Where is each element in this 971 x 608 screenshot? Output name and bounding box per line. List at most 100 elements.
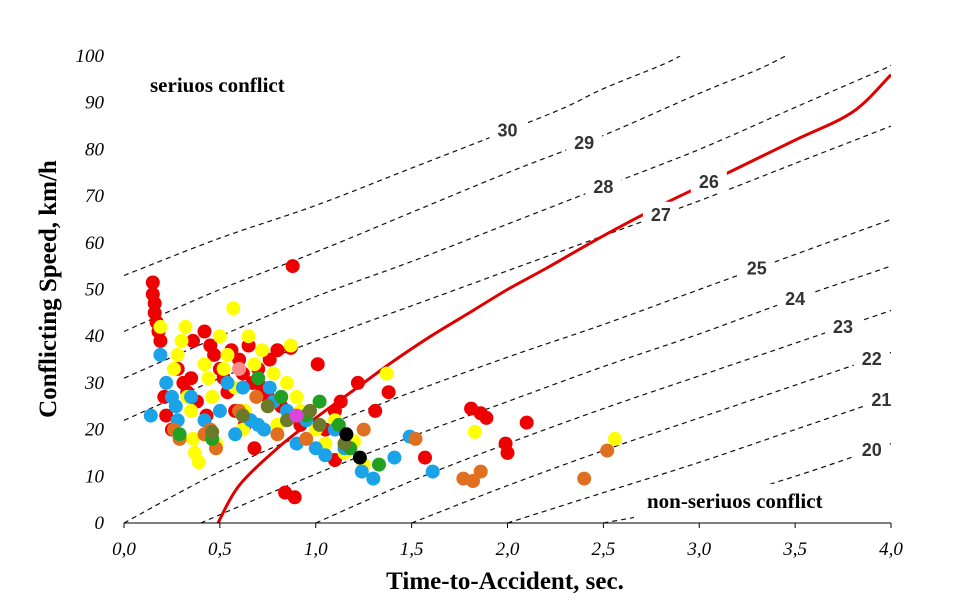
point-blue-14 [257, 422, 271, 437]
point-red-56 [500, 445, 515, 460]
point-blue-6 [184, 389, 199, 404]
point-red-43 [310, 357, 325, 372]
point-green-2 [251, 371, 266, 386]
ttc-label-bg-28 [585, 173, 622, 198]
point-yellow-15 [216, 361, 231, 376]
ttc-label-29: 29 [574, 133, 594, 153]
y-tick-label-8: 80 [85, 139, 105, 160]
point-magenta-0 [289, 408, 304, 423]
point-green-6 [331, 417, 346, 432]
point-red-14 [186, 333, 200, 348]
point-green-3 [274, 389, 289, 404]
ttc-label-bg-21 [863, 387, 900, 412]
point-red-50 [381, 385, 396, 400]
point-red-0 [145, 275, 160, 290]
ttc-label-bg-23 [825, 313, 862, 338]
ttc-contour-21 [507, 396, 891, 523]
point-blue-26 [387, 450, 402, 465]
point-yellow-27 [280, 375, 294, 390]
y-tick-label-5: 50 [85, 280, 105, 301]
point-olive-1 [235, 408, 250, 423]
point-yellow-11 [201, 371, 216, 386]
ttc-label-22: 22 [862, 349, 882, 369]
point-red-49 [368, 403, 383, 418]
point-yellow-23 [255, 343, 270, 358]
ttc-contour-labels: 30 29 28 27 25 24 23 22 21 20 26 [489, 117, 900, 462]
ttc-label-24: 24 [785, 289, 805, 309]
point-olive-0 [205, 424, 220, 439]
point-yellow-14 [212, 329, 227, 344]
ttc-label-25: 25 [747, 258, 767, 278]
point-blue-15 [262, 380, 277, 395]
x-tick-label-3: 1,5 [400, 539, 424, 560]
ttc-label-20: 20 [862, 440, 882, 460]
point-orange-10 [408, 431, 423, 446]
ttc-label-bg-20 [853, 437, 890, 462]
ttc-label-bg-29 [566, 129, 603, 154]
ttc-label-bg-22 [853, 346, 890, 371]
y-tick-label-3: 30 [84, 373, 105, 394]
point-yellow-3 [174, 333, 189, 348]
point-blue-21 [318, 448, 333, 463]
ttc-contour-25 [124, 218, 891, 523]
x-tick-label-5: 2,5 [592, 539, 616, 560]
point-blue-2 [159, 375, 174, 390]
point-blue-8 [212, 403, 227, 418]
point-red-13 [184, 371, 199, 386]
point-yellow-10 [197, 357, 212, 372]
non-serious-region-label: non-seriuos conflict [634, 484, 884, 518]
x-tick-label-1: 0,5 [208, 539, 232, 560]
point-green-8 [372, 457, 386, 472]
point-blue-4 [168, 399, 183, 414]
threshold-label: 26 [699, 172, 719, 192]
point-red-34 [262, 352, 277, 367]
x-axis-ticks: 0,0 0,5 1,0 1,5 2,0 2,5 3,0 3,5 4,0 [112, 523, 903, 560]
point-yellow-37 [379, 366, 394, 381]
x-axis-title: Time-to-Accident, sec. [386, 568, 624, 595]
point-red-48 [350, 375, 365, 390]
y-axis-title: Conflicting Speed, km/h [35, 160, 62, 418]
point-yellow-29 [289, 389, 304, 404]
point-yellow-12 [205, 389, 220, 404]
point-pink-0 [232, 361, 247, 376]
point-yellow-21 [241, 329, 256, 344]
x-tick-label-6: 3,0 [686, 539, 711, 560]
point-orange-7 [270, 427, 285, 442]
point-blue-28 [425, 464, 440, 479]
ttc-label-bg-24 [777, 285, 814, 310]
point-yellow-2 [170, 347, 185, 362]
ttc-contour-23 [315, 309, 891, 523]
point-red-51 [418, 450, 432, 465]
point-black-0 [339, 427, 354, 442]
point-yellow-16 [220, 347, 235, 362]
point-yellow-7 [186, 431, 200, 446]
point-yellow-4 [178, 319, 193, 334]
point-blue-0 [143, 408, 158, 423]
x-tick-label-0: 0,0 [112, 539, 136, 560]
point-blue-11 [235, 380, 250, 395]
point-olive-5 [312, 417, 327, 432]
point-yellow-0 [153, 319, 168, 334]
ttc-label-bg-30 [489, 117, 526, 142]
point-yellow-17 [226, 301, 241, 316]
threshold-label-bg [690, 169, 727, 194]
y-tick-label-2: 20 [85, 420, 105, 441]
ttc-label-30: 30 [497, 121, 517, 141]
point-red-30 [247, 441, 262, 456]
y-tick-label-1: 10 [85, 466, 105, 487]
serious-region-label: seriuos conflict [140, 68, 335, 102]
ttc-contour-29 [124, 56, 786, 333]
point-red-35 [270, 343, 285, 358]
ttc-label-23: 23 [833, 317, 853, 337]
point-orange-6 [249, 389, 264, 404]
point-yellow-22 [247, 357, 262, 372]
data-points [143, 259, 622, 505]
ttc-label-bg-27 [642, 201, 679, 226]
point-olive-4 [303, 403, 317, 418]
point-red-40 [287, 490, 302, 505]
point-blue-9 [220, 375, 235, 390]
point-yellow-28 [283, 338, 298, 353]
y-tick-label-6: 60 [85, 233, 105, 254]
ttc-label-28: 28 [593, 177, 613, 197]
